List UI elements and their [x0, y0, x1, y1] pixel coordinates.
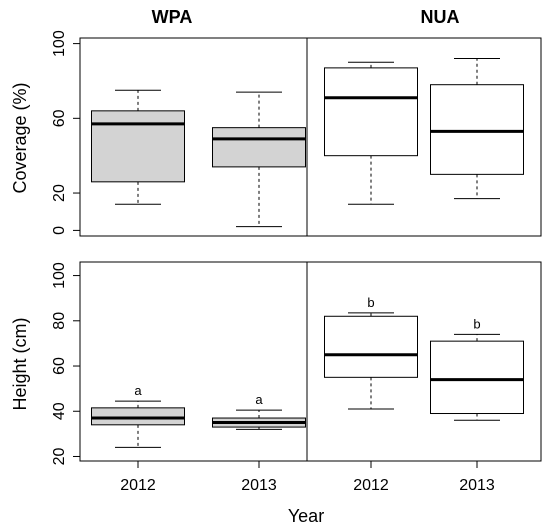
y-tick-label: 80	[51, 312, 68, 330]
plot-layer: 0 20 60 100 20 40 60 80 100 a a b b 2012 2013 2012 2013	[51, 30, 542, 494]
column-title-nua: NUA	[421, 7, 460, 27]
significance-letter-height-wpa-2012: a	[134, 383, 142, 398]
x-axis-label: Year	[288, 506, 324, 526]
x-tick-label-nua-2012: 2012	[353, 477, 389, 494]
y-tick-label: 100	[51, 30, 68, 57]
box-height-wpa-2012	[91, 407, 185, 426]
panel-frame-height	[79, 261, 542, 462]
box-coverage-nua-2012	[324, 67, 418, 157]
significance-letter-height-wpa-2013: a	[255, 392, 263, 407]
x-tick-label-wpa-2013: 2013	[241, 477, 277, 494]
box-height-nua-2013	[430, 340, 524, 415]
y-tick-label: 60	[51, 357, 68, 375]
significance-letter-height-nua-2013: b	[473, 316, 480, 331]
y-axis-label-height: Height (cm)	[10, 317, 30, 410]
column-title-wpa: WPA	[152, 7, 193, 27]
y-tick-label: 20	[51, 184, 68, 202]
box-height-nua-2012	[324, 315, 418, 378]
y-tick-label: 100	[51, 262, 68, 289]
y-tick-label: 0	[51, 226, 68, 235]
box-coverage-wpa-2012	[91, 110, 185, 183]
x-tick-label-wpa-2012: 2012	[120, 477, 156, 494]
box-coverage-wpa-2013	[212, 127, 306, 168]
y-axis-label-coverage: Coverage (%)	[10, 82, 30, 193]
y-tick-label: 20	[51, 447, 68, 465]
y-tick-label: 60	[51, 109, 68, 127]
x-tick-label-nua-2013: 2013	[459, 477, 495, 494]
panel-frame-coverage	[79, 37, 542, 237]
y-tick-label: 40	[51, 402, 68, 420]
box-coverage-nua-2013	[430, 84, 524, 175]
significance-letter-height-nua-2012: b	[367, 295, 374, 310]
